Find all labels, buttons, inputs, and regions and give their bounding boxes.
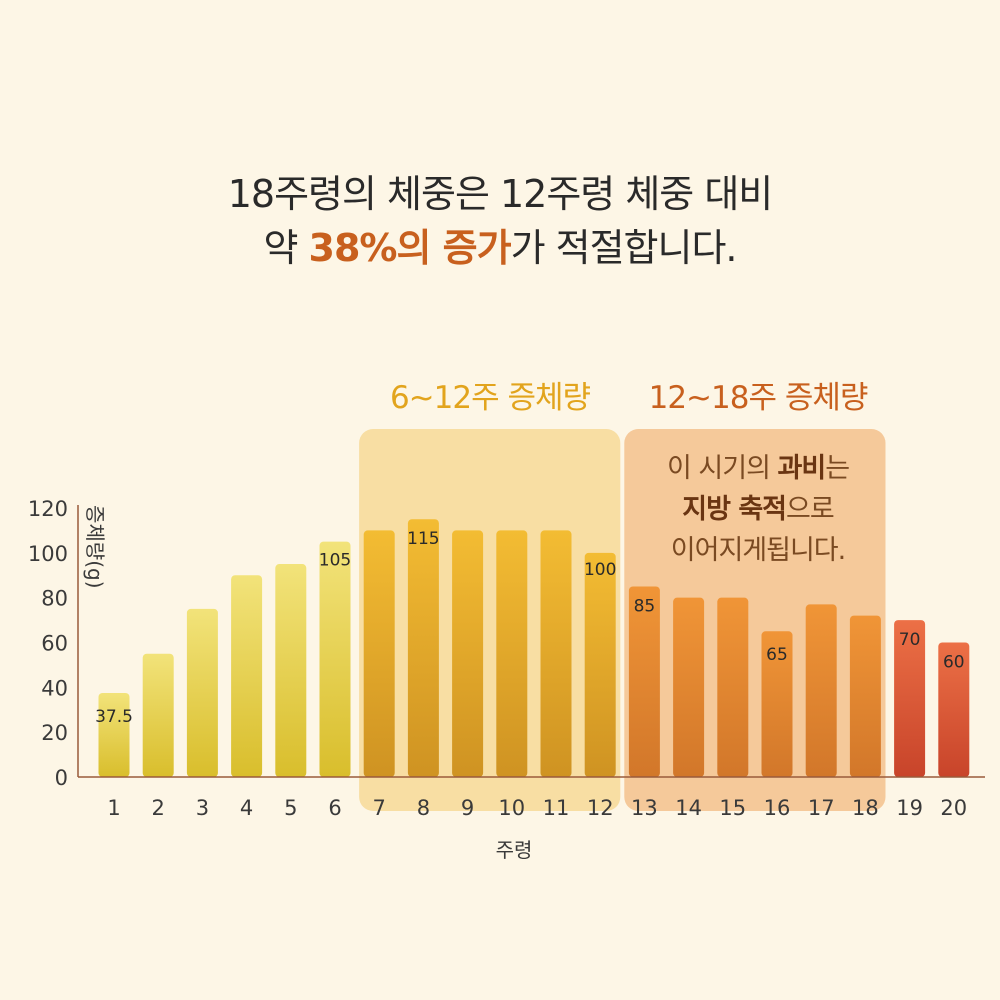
note-line-3: 이어지게됩니다.	[670, 535, 846, 566]
bar-week-6	[319, 541, 351, 777]
x-tick-11: 11	[543, 796, 570, 820]
y-tick-labels: 0 20 40 60 80 100 120	[28, 497, 68, 790]
bar-week-5	[275, 564, 307, 777]
y-axis-label: 증체량(g)	[83, 505, 107, 589]
x-tick-17: 17	[808, 796, 835, 820]
bar-week-13	[628, 586, 660, 777]
bar-week-14	[673, 597, 705, 777]
period-band-1	[359, 429, 621, 811]
x-tick-18: 18	[852, 796, 879, 820]
y-tick-0: 0	[55, 766, 68, 790]
bar-week-9	[452, 530, 484, 777]
headline-suffix: 가 적절합니다.	[510, 226, 738, 270]
y-tick-120: 120	[28, 497, 68, 521]
bar-week-3	[186, 608, 218, 777]
bars	[98, 519, 970, 777]
bar-week-1	[98, 692, 130, 777]
x-tick-4: 4	[240, 796, 253, 820]
value-label-week-20: 60	[943, 653, 965, 673]
bar-week-15	[717, 597, 749, 777]
value-label-week-19: 70	[899, 630, 921, 650]
note-line-2-bold: 지방 축적	[682, 494, 787, 525]
x-tick-8: 8	[417, 796, 430, 820]
value-label-week-12: 100	[584, 560, 616, 580]
x-tick-19: 19	[896, 796, 923, 820]
x-tick-13: 13	[631, 796, 658, 820]
note-line-1-suffix: 는	[825, 453, 850, 484]
value-label-week-6: 105	[319, 551, 351, 571]
x-axis-label: 주령	[496, 838, 533, 862]
x-tick-12: 12	[587, 796, 614, 820]
headline-line-2: 약 38%의 증가가 적절합니다.	[0, 226, 1000, 272]
value-labels: 37.5 105 115 100 85 65 70 60	[95, 529, 965, 727]
x-tick-15: 15	[719, 796, 746, 820]
note-line-1-prefix: 이 시기의	[666, 453, 778, 484]
axes	[77, 505, 985, 778]
x-tick-3: 3	[196, 796, 209, 820]
bar-week-11	[540, 530, 572, 777]
value-label-week-16: 65	[766, 645, 788, 665]
y-tick-40: 40	[41, 676, 68, 700]
x-tick-14: 14	[675, 796, 702, 820]
x-tick-6: 6	[328, 796, 341, 820]
x-tick-labels: 1 2 3 4 5 6 7 8 9 10 11 12 13 14 15 16 17 18 19 20	[107, 796, 967, 820]
value-label-week-13: 85	[634, 596, 656, 616]
headline-line-1: 18주령의 체중은 12주령 체중 대비	[227, 172, 774, 216]
bar-week-18	[849, 615, 881, 777]
note-line-1: 이 시기의 과비는	[625, 448, 891, 489]
bar-week-12	[584, 552, 616, 777]
headline-prefix: 약	[263, 226, 309, 270]
x-tick-20: 20	[940, 796, 967, 820]
bar-week-10	[496, 530, 528, 777]
x-tick-9: 9	[461, 796, 474, 820]
x-tick-16: 16	[764, 796, 791, 820]
y-tick-80: 80	[41, 587, 68, 611]
x-tick-7: 7	[373, 796, 386, 820]
y-tick-60: 60	[41, 632, 68, 656]
period-label-6-12: 6~12주 증체량	[389, 380, 591, 416]
bar-week-8	[407, 519, 439, 777]
bar-week-17	[805, 604, 837, 777]
bar-week-19	[894, 620, 926, 777]
bar-week-20	[938, 642, 970, 777]
y-tick-20: 20	[41, 721, 68, 745]
bar-week-4	[231, 575, 263, 777]
bar-week-7	[363, 530, 395, 777]
y-tick-100: 100	[28, 542, 68, 566]
value-label-week-1: 37.5	[95, 707, 133, 727]
note-line-2-suffix: 으로	[786, 494, 835, 525]
bar-week-16	[761, 631, 793, 777]
x-tick-5: 5	[284, 796, 297, 820]
note-line-1-bold: 과비	[777, 453, 827, 484]
note-line-2: 지방 축적으로	[625, 489, 891, 530]
headline-accent: 38%의 증가	[308, 226, 512, 270]
x-tick-2: 2	[152, 796, 165, 820]
bar-week-2	[142, 653, 174, 777]
x-tick-1: 1	[107, 796, 120, 820]
value-label-week-8: 115	[407, 529, 439, 549]
period-label-12-18: 12~18주 증체량	[648, 380, 869, 416]
x-tick-10: 10	[498, 796, 525, 820]
